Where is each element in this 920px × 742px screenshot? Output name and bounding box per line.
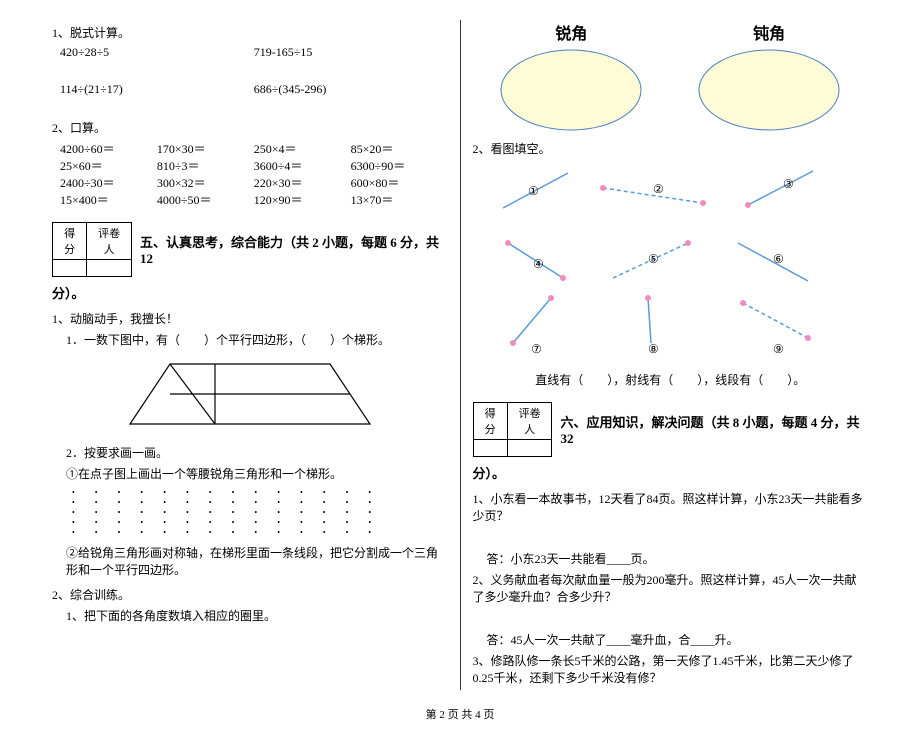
expr: 120×90＝ (254, 191, 351, 208)
acute-oval (499, 48, 643, 132)
expr: 686÷(345-296) (254, 82, 448, 97)
q1-title: 1、脱式计算。 (52, 24, 448, 41)
svg-text:①: ① (528, 184, 539, 198)
fill-line: 直线有（ ），射线有（ ），线段有（ ）。 (473, 371, 869, 388)
s2-a: 1、把下面的各角度数填入相应的圈里。 (52, 607, 448, 624)
score-label: 得分 (53, 223, 87, 260)
p1-a: 答：小东23天一共能看____页。 (473, 550, 869, 567)
section5-title: 五、认真思考，综合能力（共 2 小题，每题 6 分，共 12 (140, 232, 448, 267)
trapezoid-svg (120, 354, 380, 434)
section5-title2: 分）。 (52, 283, 448, 302)
obtuse-label: 钝角 (753, 20, 785, 44)
grader-label: 评卷人 (87, 223, 132, 260)
dot-grid: ••••••••••••••••••••••••••••••••••••••••… (72, 488, 448, 538)
section5-row: 得分 评卷人 五、认真思考，综合能力（共 2 小题，每题 6 分，共 12 (52, 222, 448, 277)
svg-text:⑦: ⑦ (531, 342, 542, 356)
right-column: 锐角 钝角 2、看图填空。 ① ② ③ ④ ⑤ ⑥ ⑦ ⑧ ⑨ 直线有（ ），射线有（ ），线段… (461, 20, 881, 690)
ovals-labels: 锐角 钝角 (473, 20, 869, 44)
dot-row: •••••••••••••• (72, 508, 448, 518)
expr: 300×32＝ (157, 174, 254, 191)
svg-text:⑥: ⑥ (773, 252, 784, 266)
expr: 25×60＝ (60, 157, 157, 174)
expr: 13×70＝ (351, 191, 448, 208)
svg-text:②: ② (653, 182, 664, 196)
svg-text:④: ④ (533, 257, 544, 271)
svg-text:⑨: ⑨ (773, 342, 784, 356)
expr: 250×4＝ (254, 140, 351, 157)
section6-row: 得分 评卷人 六、应用知识，解决问题（共 8 小题，每题 4 分，共 32 (473, 402, 869, 457)
page-footer: 第 2 页 共 4 页 (40, 706, 880, 722)
expr: 85×20＝ (351, 140, 448, 157)
expr: 2400÷30＝ (60, 174, 157, 191)
expr: 4000÷50＝ (157, 191, 254, 208)
p2-q: 2、义务献血者每次献血量一般为200毫升。照这样计算，45人一次一共献了多少毫升… (473, 571, 869, 605)
expr: 114÷(21÷17) (60, 82, 254, 97)
s1-b2: ②给锐角三角形画对称轴，在梯形里面一条线段，把它分割成一个三角形和一个平行四边形… (52, 544, 448, 578)
expr: 3600÷4＝ (254, 157, 351, 174)
expr: 4200÷60＝ (60, 140, 157, 157)
score-label: 得分 (473, 403, 507, 440)
score-box: 得分 评卷人 (52, 222, 132, 277)
section6-title: 六、应用知识，解决问题（共 8 小题，每题 4 分，共 32 (560, 412, 868, 447)
expr: 420÷28÷5 (60, 45, 254, 60)
p1-q: 1、小东看一本故事书，12天看了84页。照这样计算，小东23天一共能看多少页？ (473, 490, 869, 524)
expr: 6300÷90＝ (351, 157, 448, 174)
p3-q: 3、修路队修一条长5千米的公路，第一天修了1.45千米，比第二天少修了0.25千… (473, 652, 869, 686)
q1-row2: 114÷(21÷17) 686÷(345-296) (52, 82, 448, 97)
expr: 15×400＝ (60, 191, 157, 208)
left-column: 1、脱式计算。 420÷28÷5 719-165÷15 114÷(21÷17) … (40, 20, 461, 690)
obtuse-oval (697, 48, 841, 132)
dot-row: •••••••••••••• (72, 518, 448, 528)
trapezoid-figure (52, 354, 448, 438)
svg-text:⑧: ⑧ (648, 342, 659, 356)
s2-head: 2、综合训练。 (52, 586, 448, 603)
score-box: 得分 评卷人 (473, 402, 553, 457)
svg-text:⑤: ⑤ (648, 252, 659, 266)
svg-text:③: ③ (783, 177, 794, 191)
r-q2-title: 2、看图填空。 (473, 140, 869, 157)
acute-label: 锐角 (555, 20, 587, 44)
grader-label: 评卷人 (507, 403, 552, 440)
q2-title: 2、口算。 (52, 119, 448, 136)
s1-b: 2．按要求画一画。 (52, 444, 448, 461)
expr: 170×30＝ (157, 140, 254, 157)
s1-a: 1．一数下图中，有（ ）个平行四边形，（ ）个梯形。 (52, 331, 448, 348)
p2-a: 答：45人一次一共献了____毫升血，合____升。 (473, 631, 869, 648)
s1-b1: ①在点子图上画出一个等腰锐角三角形和一个梯形。 (52, 465, 448, 482)
expr: 719-165÷15 (254, 45, 448, 60)
section6-title2: 分）。 (473, 463, 869, 482)
expr: 810÷3＝ (157, 157, 254, 174)
s1-head: 1、动脑动手，我擅长！ (52, 310, 448, 327)
ovals-row (473, 48, 869, 132)
lines-figure: ① ② ③ ④ ⑤ ⑥ ⑦ ⑧ ⑨ (473, 163, 869, 367)
expr: 220×30＝ (254, 174, 351, 191)
dot-row: •••••••••••••• (72, 498, 448, 508)
q2-grid: 4200÷60＝170×30＝250×4＝85×20＝ 25×60＝810÷3＝3… (52, 140, 448, 208)
lines-svg: ① ② ③ ④ ⑤ ⑥ ⑦ ⑧ ⑨ (473, 163, 853, 363)
dot-row: •••••••••••••• (72, 488, 448, 498)
expr: 600×80＝ (351, 174, 448, 191)
q1-row1: 420÷28÷5 719-165÷15 (52, 45, 448, 60)
page-columns: 1、脱式计算。 420÷28÷5 719-165÷15 114÷(21÷17) … (40, 20, 880, 690)
dot-row: •••••••••••••• (72, 528, 448, 538)
